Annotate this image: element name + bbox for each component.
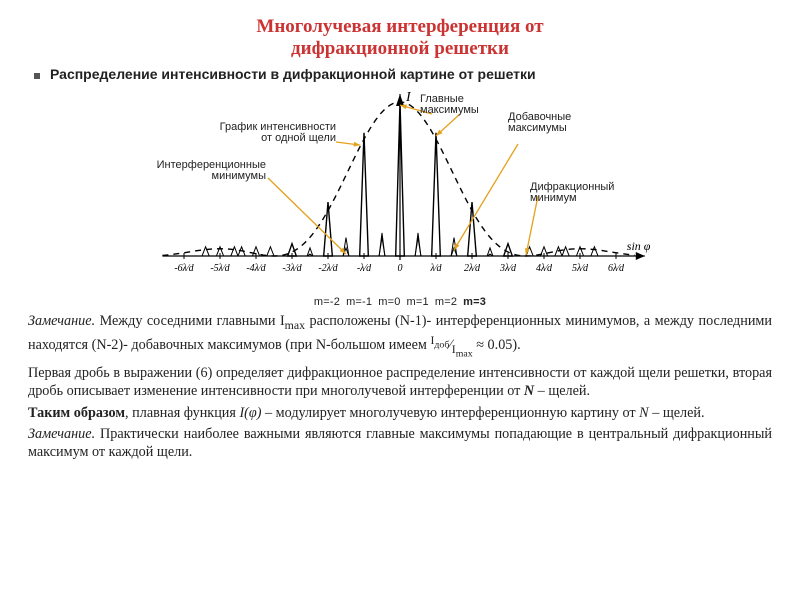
svg-text:λ⁄d: λ⁄d — [429, 263, 442, 274]
ann-add-max: Добавочные максимумы — [508, 112, 598, 135]
remark-2-body: Практически наиболее важными являются гл… — [28, 426, 772, 460]
ann-main-max: Главные максимумы — [420, 94, 510, 117]
subtitle: Распределение интенсивности в дифракцион… — [50, 66, 536, 82]
remark-2-lead: Замечание. — [28, 426, 95, 442]
m-label: m=1 — [407, 296, 429, 308]
svg-text:-4λ⁄d: -4λ⁄d — [246, 263, 266, 274]
title-line1: Многолучевая интерференция от — [256, 16, 543, 37]
page-title: Многолучевая интерференция от дифракцион… — [28, 16, 772, 60]
ann-interf-min: Интерференционные минимумы — [146, 160, 266, 183]
subtitle-row: Распределение интенсивности в дифракцион… — [28, 66, 772, 82]
m-label: m=0 — [378, 296, 400, 308]
svg-text:-2λ⁄d: -2λ⁄d — [318, 263, 338, 274]
svg-text:I: I — [405, 90, 412, 105]
svg-text:-6λ⁄d: -6λ⁄d — [174, 263, 194, 274]
svg-text:sin φ: sin φ — [627, 239, 651, 253]
remark-1: Замечание. Между соседними главными Imax… — [28, 312, 772, 361]
m-label: m=2 — [435, 296, 457, 308]
para-3: Таким образом, плавная функция I(φ) – мо… — [28, 404, 772, 422]
remark-1-lead: Замечание. — [28, 313, 95, 329]
svg-text:0: 0 — [398, 263, 403, 274]
remark-2: Замечание. Практически наиболее важными … — [28, 425, 772, 461]
m-label: m=-2 — [314, 296, 340, 308]
ann-diff-min: Дифракционный минимум — [530, 182, 630, 205]
para-2: Первая дробь в выражении (6) определяет … — [28, 364, 772, 400]
svg-text:-3λ⁄d: -3λ⁄d — [282, 263, 302, 274]
svg-text:4λ⁄d: 4λ⁄d — [536, 263, 553, 274]
svg-text:2λ⁄d: 2λ⁄d — [464, 263, 481, 274]
svg-text:-λ⁄d: -λ⁄d — [357, 263, 372, 274]
svg-text:-5λ⁄d: -5λ⁄d — [210, 263, 230, 274]
title-line2: дифракционной решетки — [291, 38, 509, 59]
ann-single-slit: График интенсивности от одной щели — [216, 122, 336, 145]
m-order-row: m=-2 m=-1 m=0 m=1 m=2 m=3 — [28, 296, 772, 308]
svg-text:3λ⁄d: 3λ⁄d — [499, 263, 517, 274]
m-label: m=3 — [463, 296, 486, 308]
bullet-icon — [34, 73, 40, 79]
svg-text:6λ⁄d: 6λ⁄d — [608, 263, 625, 274]
diffraction-chart: Isin φ -6λ⁄d -5λ⁄d -4λ⁄d -3λ⁄d -2λ⁄d -λ⁄d 0 λ⁄d 2… — [120, 86, 680, 296]
m-label: m=-1 — [346, 296, 372, 308]
svg-text:5λ⁄d: 5λ⁄d — [572, 263, 589, 274]
remark-1-body: Между соседними главными Imax расположен… — [28, 313, 772, 354]
